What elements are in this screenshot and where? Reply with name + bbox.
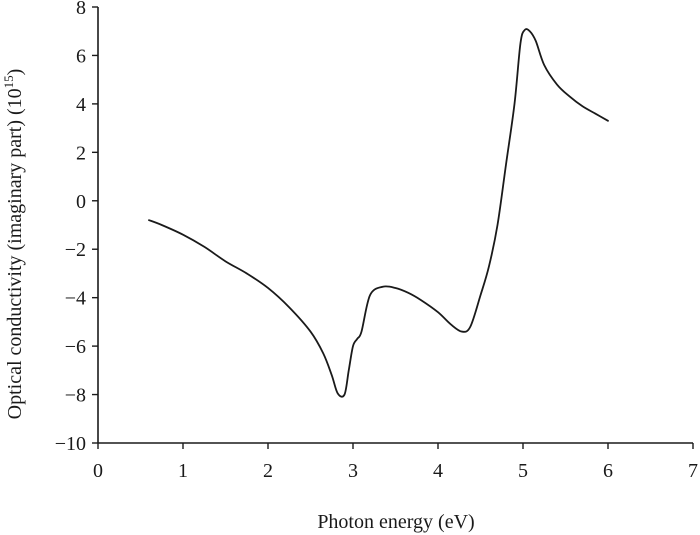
- x-tick-label: 4: [433, 460, 443, 482]
- x-tick-label: 5: [518, 460, 528, 482]
- y-tick-label: 6: [76, 45, 86, 67]
- series-line: [148, 28, 609, 398]
- x-axis-title: Photon energy (eV): [317, 511, 474, 533]
- y-axis-title-close: ): [4, 69, 26, 76]
- x-tick-label: 7: [688, 460, 698, 482]
- y-tick-label: 0: [76, 191, 86, 213]
- y-tick-label: 2: [76, 142, 86, 164]
- y-tick-label: 8: [76, 0, 86, 19]
- x-tick-label: 6: [603, 460, 613, 482]
- y-axis-title-main: Optical conductivity (imaginary part) (1…: [4, 88, 26, 419]
- y-axis-title: Optical conductivity (imaginary part) (1…: [1, 69, 26, 420]
- y-tick-label: −4: [65, 288, 86, 310]
- series-group: [148, 28, 609, 398]
- x-tick-label: 0: [93, 460, 103, 482]
- y-axis-title-exponent: 15: [1, 75, 16, 88]
- y-tick-label: −8: [65, 385, 86, 407]
- x-tick-label: 1: [178, 460, 188, 482]
- y-tick-label: −10: [55, 433, 86, 455]
- ticks: [92, 6, 694, 449]
- y-tick-label: 4: [76, 94, 86, 116]
- tick-labels: −10 −8 −6 −4 −2 0 2 4 6 8 0 1 2 3 4 5 6 7: [55, 0, 698, 482]
- x-tick-label: 3: [348, 460, 358, 482]
- y-tick-label: −2: [65, 239, 86, 261]
- y-tick-label: −6: [65, 336, 86, 358]
- x-tick-label: 2: [263, 460, 273, 482]
- axes: [97, 7, 693, 444]
- y-axis-title-group: Optical conductivity (imaginary part) (1…: [1, 69, 26, 420]
